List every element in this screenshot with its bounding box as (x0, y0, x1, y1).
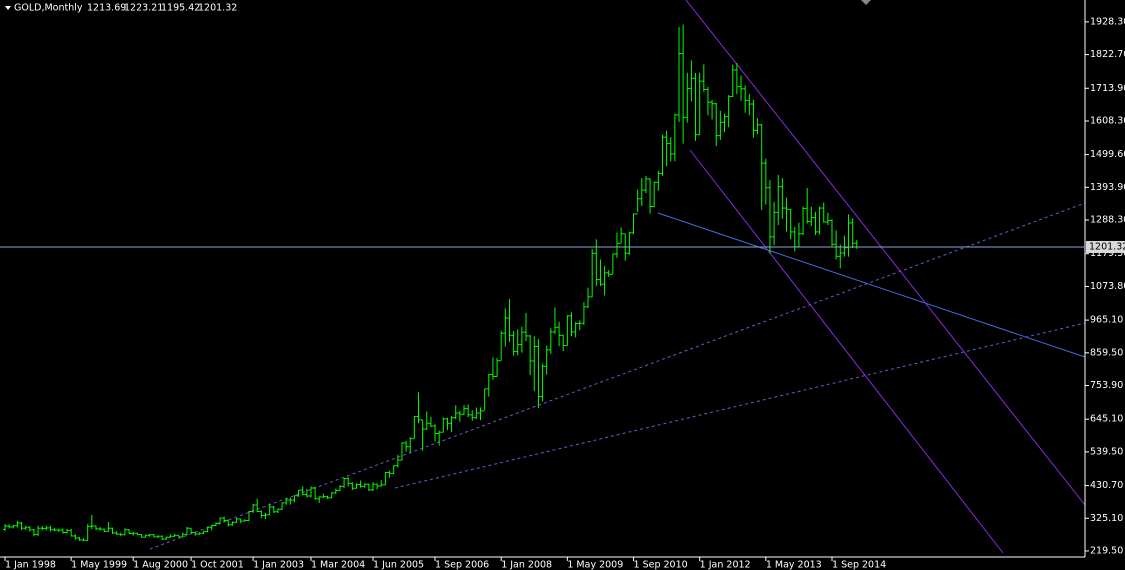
price-label: 1201.32 (1089, 241, 1125, 252)
x-tick-label: 1 Sep 2014 (832, 560, 886, 570)
price-label-box (1086, 240, 1125, 253)
y-tick-label: 1073.80 (1090, 281, 1125, 292)
y-tick-label: 645.10 (1090, 414, 1123, 425)
y-tick-label: 859.50 (1090, 347, 1123, 358)
header-close: 1201.32 (198, 3, 237, 14)
y-tick-label: 965.10 (1090, 315, 1123, 326)
y-tick-label: 753.90 (1090, 380, 1123, 391)
y-tick-label: 1713.90 (1090, 83, 1125, 94)
y-tick-label: 1608.30 (1090, 115, 1125, 126)
x-tick-label: 1 Mar 2004 (311, 560, 365, 570)
trend-line (657, 212, 1086, 358)
x-tick-label: 1 Sep 2006 (435, 560, 489, 570)
trend-line-dashed (394, 322, 1086, 489)
x-tick-label: 1 Jan 2012 (700, 560, 751, 570)
x-tick-label: 1 Oct 2001 (191, 560, 244, 570)
x-tick-label: 1 May 2009 (567, 560, 623, 570)
trend-line-dashed (149, 202, 1086, 550)
marker (861, 0, 871, 5)
channel-line (689, 149, 1004, 554)
y-tick-label: 1288.30 (1090, 215, 1125, 226)
x-tick-label: 1 May 1999 (71, 560, 127, 570)
y-tick-label: 219.50 (1090, 545, 1123, 556)
x-tick-label: 1 Jan 1998 (5, 560, 56, 570)
x-tick-label: 1 Aug 2000 (133, 560, 188, 570)
header-high: 1223.21 (124, 3, 163, 14)
y-tick-label: 325.10 (1090, 513, 1123, 524)
channel-line (685, 0, 1086, 506)
y-tick-label: 1822.70 (1090, 49, 1125, 60)
y-tick-label: 1179.50 (1090, 248, 1125, 259)
x-tick-label: 1 Jan 2008 (501, 560, 552, 570)
x-tick-label: 1 Jun 2005 (373, 560, 424, 570)
y-tick-label: 1393.90 (1090, 182, 1125, 193)
y-tick-label: 430.70 (1090, 480, 1123, 491)
y-tick-label: 1928.30 (1090, 16, 1125, 27)
menu-arrow[interactable] (5, 6, 11, 10)
header-open: 1213.69 (87, 3, 126, 14)
y-tick-label: 1499.60 (1090, 149, 1125, 160)
header-low: 1195.42 (161, 3, 200, 14)
x-tick-label: 1 Jan 2003 (253, 560, 304, 570)
x-tick-label: 1 May 2013 (766, 560, 822, 570)
chart-title: GOLD,Monthly (14, 3, 83, 14)
x-tick-label: 1 Sep 2010 (634, 560, 688, 570)
y-tick-label: 539.50 (1090, 446, 1123, 457)
